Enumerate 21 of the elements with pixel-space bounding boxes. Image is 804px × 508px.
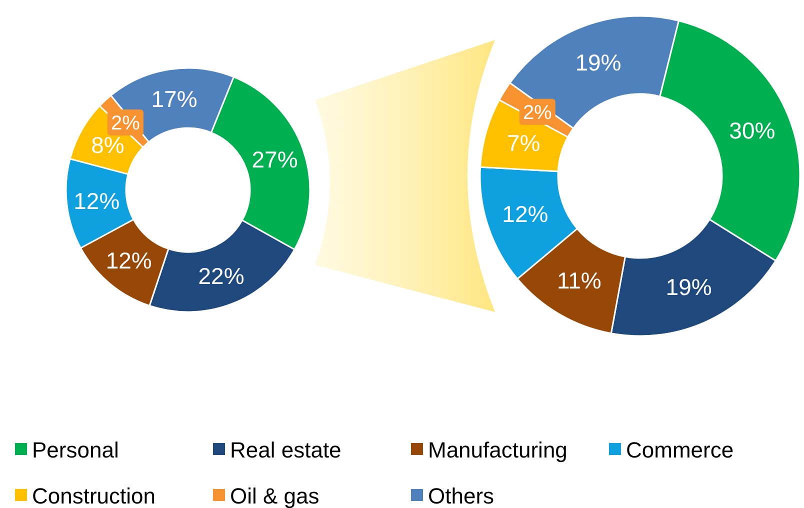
data-label: 17% [151, 86, 198, 112]
legend-label: Construction [32, 484, 156, 508]
data-label: 2% [522, 102, 552, 124]
legend-label: Commerce [626, 438, 734, 463]
data-label: 7% [506, 130, 540, 156]
legend-label: Real estate [230, 438, 342, 463]
legend-label: Personal [32, 438, 119, 463]
legend-label: Others [428, 484, 494, 508]
data-label: 19% [575, 49, 622, 76]
data-label: 30% [729, 118, 776, 144]
legend-label: Oil & gas [230, 484, 320, 508]
data-label: 12% [74, 188, 120, 214]
data-label: 11% [556, 268, 602, 294]
data-label: 27% [252, 146, 298, 172]
data-label: 8% [91, 132, 124, 158]
data-label: 12% [106, 248, 152, 274]
data-label: 19% [666, 274, 712, 300]
data-label: 12% [502, 201, 548, 228]
data-label: 22% [198, 262, 244, 289]
legend-label: Manufacturing [428, 438, 568, 463]
data-label: 2% [111, 112, 140, 134]
